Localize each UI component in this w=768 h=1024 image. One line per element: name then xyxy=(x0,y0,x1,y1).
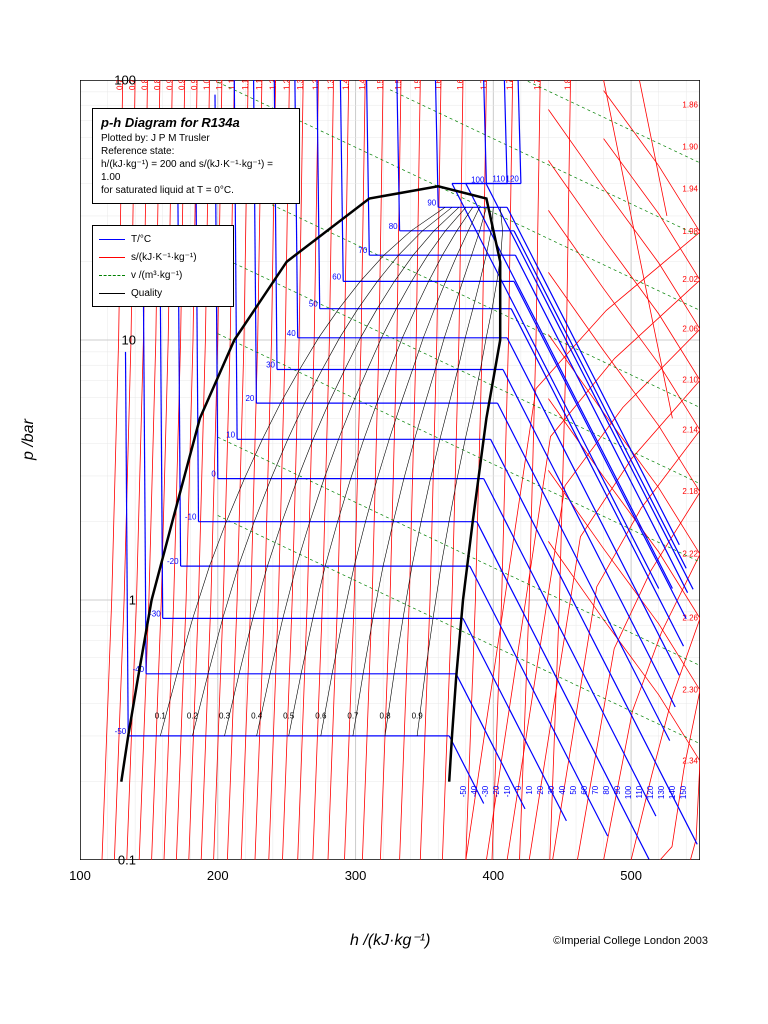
svg-text:0.94: 0.94 xyxy=(178,80,187,90)
y-tick: 1 xyxy=(129,593,136,608)
svg-text:0.8: 0.8 xyxy=(379,712,391,721)
svg-text:1.54: 1.54 xyxy=(394,80,403,90)
svg-text:50: 50 xyxy=(309,300,318,309)
svg-text:80: 80 xyxy=(602,785,611,794)
svg-text:1.18: 1.18 xyxy=(255,80,264,90)
svg-text:0: 0 xyxy=(514,785,523,790)
svg-text:30: 30 xyxy=(266,361,275,370)
svg-text:0.90: 0.90 xyxy=(165,80,174,90)
svg-text:2.14: 2.14 xyxy=(682,425,698,434)
svg-text:1.34: 1.34 xyxy=(311,80,320,90)
svg-text:10: 10 xyxy=(226,430,235,439)
ref-state: Reference state: xyxy=(101,145,291,158)
svg-text:90: 90 xyxy=(427,198,436,207)
svg-text:0.86: 0.86 xyxy=(153,80,162,90)
svg-text:0.1: 0.1 xyxy=(155,712,167,721)
svg-text:0.2: 0.2 xyxy=(187,712,199,721)
svg-text:-10: -10 xyxy=(185,513,197,522)
svg-text:10: 10 xyxy=(525,785,534,794)
svg-text:1.74: 1.74 xyxy=(506,80,515,90)
svg-text:2.34: 2.34 xyxy=(682,756,698,765)
svg-text:2.10: 2.10 xyxy=(682,375,698,384)
copyright: ©Imperial College London 2003 xyxy=(553,935,708,947)
svg-text:0.4: 0.4 xyxy=(251,712,263,721)
y-axis-label: p /bar xyxy=(20,419,38,460)
svg-text:1.78: 1.78 xyxy=(533,80,542,90)
svg-text:0.98: 0.98 xyxy=(190,80,199,90)
svg-text:-50: -50 xyxy=(459,785,468,797)
svg-text:0.82: 0.82 xyxy=(141,80,150,90)
svg-text:60: 60 xyxy=(580,785,589,794)
ref-eq: h/(kJ·kg⁻¹) = 200 and s/(kJ·K⁻¹·kg⁻¹) = … xyxy=(101,158,291,184)
svg-text:1.38: 1.38 xyxy=(327,80,336,90)
svg-text:0.3: 0.3 xyxy=(219,712,231,721)
svg-text:1.22: 1.22 xyxy=(269,80,278,90)
svg-text:40: 40 xyxy=(287,329,296,338)
svg-text:30: 30 xyxy=(547,785,556,794)
svg-text:1.14: 1.14 xyxy=(241,80,250,90)
svg-text:2.22: 2.22 xyxy=(682,549,698,558)
svg-text:0: 0 xyxy=(211,470,216,479)
svg-text:0.6: 0.6 xyxy=(315,712,327,721)
svg-text:70: 70 xyxy=(358,246,367,255)
ref-cond: for saturated liquid at T = 0°C. xyxy=(101,184,291,197)
svg-text:2.02: 2.02 xyxy=(682,275,698,284)
svg-text:120: 120 xyxy=(646,785,655,799)
svg-text:90: 90 xyxy=(613,785,622,794)
svg-text:40: 40 xyxy=(558,785,567,794)
svg-text:150: 150 xyxy=(679,785,688,799)
svg-text:-30: -30 xyxy=(481,785,490,797)
x-tick: 400 xyxy=(482,868,504,883)
svg-text:2.18: 2.18 xyxy=(682,487,698,496)
svg-text:-20: -20 xyxy=(167,557,179,566)
svg-text:0.9: 0.9 xyxy=(412,712,424,721)
svg-text:1.06: 1.06 xyxy=(215,80,224,90)
x-axis-label: h /(kJ·kg⁻¹) xyxy=(350,930,430,950)
svg-text:80: 80 xyxy=(389,222,398,231)
svg-text:20: 20 xyxy=(536,785,545,794)
plotted-by: Plotted by: J P M Trusler xyxy=(101,132,291,145)
svg-text:1.02: 1.02 xyxy=(203,80,212,90)
title-box: p-h Diagram for R134a Plotted by: J P M … xyxy=(92,108,300,204)
svg-text:2.26: 2.26 xyxy=(682,613,698,622)
svg-text:-50: -50 xyxy=(115,727,127,736)
svg-text:60: 60 xyxy=(332,272,341,281)
svg-text:20: 20 xyxy=(245,394,254,403)
svg-text:1.82: 1.82 xyxy=(563,80,572,90)
svg-text:1.26: 1.26 xyxy=(282,80,291,90)
svg-text:100: 100 xyxy=(624,785,633,799)
y-tick: 100 xyxy=(114,73,136,88)
svg-text:1.42: 1.42 xyxy=(342,80,351,90)
svg-text:1.94: 1.94 xyxy=(682,184,698,193)
svg-text:1.66: 1.66 xyxy=(456,80,465,90)
svg-text:1.30: 1.30 xyxy=(296,80,305,90)
svg-text:140: 140 xyxy=(668,785,677,799)
legend: T/°Cs/(kJ·K⁻¹·kg⁻¹)v /(m³·kg⁻¹)Quality xyxy=(92,225,234,307)
x-tick: 500 xyxy=(620,868,642,883)
x-tick: 100 xyxy=(69,868,91,883)
svg-text:-40: -40 xyxy=(470,785,479,797)
svg-text:110: 110 xyxy=(492,174,505,183)
svg-text:1.50: 1.50 xyxy=(376,80,385,90)
svg-text:2.06: 2.06 xyxy=(682,324,698,333)
svg-text:0.5: 0.5 xyxy=(283,712,295,721)
svg-text:70: 70 xyxy=(591,785,600,794)
x-tick: 200 xyxy=(207,868,229,883)
svg-text:1.86: 1.86 xyxy=(682,100,698,109)
chart-title: p-h Diagram for R134a xyxy=(101,115,291,132)
svg-text:110: 110 xyxy=(635,785,644,798)
svg-text:2.30: 2.30 xyxy=(682,685,698,694)
y-tick: 10 xyxy=(122,333,136,348)
svg-text:130: 130 xyxy=(657,785,666,799)
y-tick: 0.1 xyxy=(118,853,136,868)
x-tick: 300 xyxy=(345,868,367,883)
svg-text:50: 50 xyxy=(569,785,578,794)
svg-text:-10: -10 xyxy=(503,785,512,797)
svg-text:-20: -20 xyxy=(492,785,501,797)
svg-text:1.46: 1.46 xyxy=(358,80,367,90)
svg-text:120: 120 xyxy=(506,174,520,183)
svg-text:1.58: 1.58 xyxy=(413,80,422,90)
svg-text:0.7: 0.7 xyxy=(347,712,359,721)
svg-text:1.90: 1.90 xyxy=(682,143,698,152)
